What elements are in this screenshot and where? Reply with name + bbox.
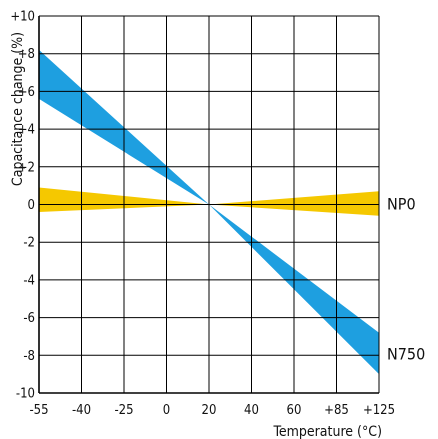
x-tick-label: -25 <box>114 403 133 418</box>
y-tick-label: +4 <box>18 123 35 138</box>
x-tick-label: -40 <box>72 403 91 418</box>
x-tick-label: 20 <box>202 403 217 418</box>
x-tick-labels: -55 -40 -25 0 20 40 60 +85 +125 <box>29 403 395 418</box>
series-labels: N750 NP0 <box>387 195 425 364</box>
x-tick-label: +125 <box>363 403 395 418</box>
grid-lines <box>38 15 380 394</box>
y-tick-label: +6 <box>18 85 35 100</box>
series-label-np0: NP0 <box>387 195 416 214</box>
y-tick-label: +10 <box>10 10 35 25</box>
y-tick-labels: +10 +8 +6 +4 +2 0 -2 -4 -6 -8 -10 <box>10 10 35 402</box>
x-axis-title: Temperature (°C) <box>273 424 382 439</box>
y-tick-label: -2 <box>23 236 35 251</box>
series-label-n750: N750 <box>387 344 425 363</box>
x-tick-label: -55 <box>29 403 48 418</box>
y-tick-label: -4 <box>23 273 35 288</box>
y-tick-label: -8 <box>23 349 35 364</box>
y-tick-label: 0 <box>28 198 35 213</box>
x-tick-label: 60 <box>287 403 302 418</box>
x-tick-label: 0 <box>163 403 170 418</box>
x-tick-label: 40 <box>244 403 259 418</box>
x-tick-label: +85 <box>324 403 349 418</box>
y-tick-label: -6 <box>23 311 35 326</box>
y-axis-title: Capacitance change (%) <box>10 32 26 186</box>
y-tick-label: +8 <box>18 47 35 62</box>
y-tick-label: +2 <box>18 160 35 175</box>
y-tick-label: -10 <box>16 387 35 402</box>
axes <box>38 16 379 394</box>
